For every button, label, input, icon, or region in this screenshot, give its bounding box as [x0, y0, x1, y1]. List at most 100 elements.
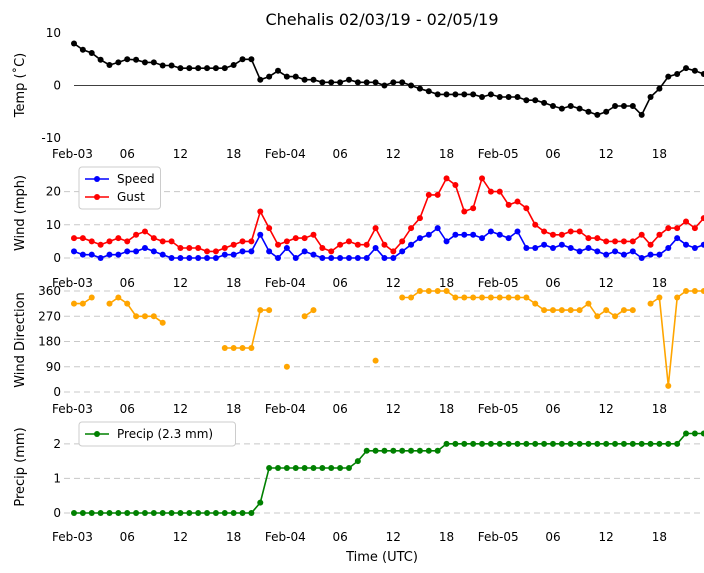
wind-legend-label: Gust	[117, 190, 145, 204]
wind-speed-point	[141, 245, 148, 252]
precip-x-tick-label: Feb-05	[478, 530, 519, 544]
wind-y-axis-label: Wind (mph)	[13, 175, 28, 251]
precip-legend	[78, 421, 236, 447]
temp-temp-point	[452, 91, 459, 98]
wind-speed-point	[594, 248, 601, 255]
temp-temp-point	[230, 62, 237, 69]
direction-direction-point	[124, 300, 131, 307]
direction-direction-point	[283, 363, 290, 370]
direction-direction-point	[603, 307, 610, 314]
wind-y-tick-label: 0	[53, 251, 61, 265]
direction-direction-point	[620, 307, 627, 314]
precip-precip-point	[168, 510, 175, 516]
direction-direction-point	[683, 288, 690, 294]
wind-x-tick-label: 06	[332, 276, 347, 290]
wind-speed-point	[390, 255, 397, 261]
wind-gust-point	[505, 201, 512, 208]
direction-direction-point	[541, 307, 548, 314]
wind-gust-point	[470, 205, 477, 212]
wind-gust-point	[408, 225, 415, 232]
precip-precip-point	[700, 430, 704, 437]
wind-speed-point	[620, 251, 627, 258]
precip-legend-marker	[94, 431, 100, 437]
wind-gust-point	[292, 235, 299, 242]
temp-temp-point	[620, 102, 627, 109]
precip-precip-point	[204, 510, 211, 516]
wind-speed-point	[310, 251, 317, 258]
temp-temp-point	[647, 94, 654, 101]
wind-gust-point	[594, 235, 601, 242]
temp-x-tick-label: 12	[599, 147, 614, 161]
temp-temp-point	[372, 79, 379, 86]
wind-gust-point	[576, 228, 583, 235]
wind-speed-point	[505, 235, 512, 242]
precip-precip-point	[470, 440, 477, 447]
wind-gust-point	[514, 198, 521, 205]
wind-x-tick-label: 06	[545, 276, 560, 290]
direction-direction-point	[567, 307, 574, 314]
wind-speed-point	[212, 255, 219, 261]
wind-gust-point	[665, 225, 672, 232]
temp-temp-point	[585, 108, 592, 115]
direction-direction-point	[656, 294, 663, 301]
direction-direction-point	[532, 300, 539, 307]
wind-gust-point	[567, 228, 574, 235]
precip-precip-point	[647, 440, 654, 447]
wind-speed-point	[230, 251, 237, 258]
wind-speed-point	[97, 255, 104, 261]
wind-speed-point	[416, 235, 423, 242]
wind-speed-point	[558, 241, 565, 248]
wind-speed-point	[647, 251, 654, 258]
wind-gust-point	[479, 175, 486, 182]
temp-temp-point	[239, 56, 246, 63]
wind-legend-label: Speed	[117, 172, 155, 186]
wind-x-tick-label: Feb-05	[478, 276, 519, 290]
wind-gust-point	[532, 221, 539, 228]
precip-precip-point	[390, 447, 397, 454]
precip-precip-point	[150, 510, 157, 516]
precip-precip-point	[266, 465, 273, 472]
wind-speed-point	[408, 241, 415, 248]
temp-temp-point	[141, 59, 148, 66]
temp-temp-point	[71, 40, 77, 47]
wind-speed-point	[461, 231, 468, 238]
direction-direction-point	[159, 319, 166, 326]
direction-direction-point	[479, 294, 486, 301]
precip-precip-point	[79, 510, 86, 516]
wind-speed-point	[585, 245, 592, 252]
temp-temp-point	[97, 56, 104, 63]
wind-x-tick-label: 18	[439, 276, 454, 290]
direction-x-tick-label: Feb-05	[478, 402, 519, 416]
temp-temp-point	[266, 73, 273, 80]
precip-precip-point	[133, 510, 140, 516]
precip-precip-point	[212, 510, 219, 516]
wind-gust-point	[106, 238, 113, 245]
direction-x-tick-label: 18	[439, 402, 454, 416]
wind-speed-point	[133, 248, 140, 255]
wind-gust-point	[159, 238, 166, 245]
direction-direction-point	[88, 294, 95, 301]
precip-precip-point	[479, 440, 486, 447]
wind-speed-point	[221, 251, 228, 258]
wind-speed-point	[159, 251, 166, 258]
direction-direction-point	[665, 382, 672, 389]
temp-temp-point	[328, 79, 335, 86]
temp-temp-point	[700, 70, 704, 77]
wind-speed-point	[257, 231, 264, 238]
wind-gust-point	[186, 245, 193, 252]
wind-gust-point	[674, 225, 681, 232]
precip-precip-point	[496, 440, 503, 447]
precip-precip-point	[115, 510, 122, 516]
precip-precip-point	[585, 440, 592, 447]
temp-temp-point	[390, 79, 397, 86]
temp-temp-point	[558, 105, 565, 112]
wind-panel	[64, 166, 704, 261]
wind-gust-point	[620, 238, 627, 245]
temp-temp-line	[73, 42, 704, 117]
wind-speed-point	[487, 228, 494, 235]
temp-temp-point	[292, 73, 299, 80]
temp-temp-point	[532, 97, 539, 104]
wind-speed-point	[363, 255, 370, 261]
wind-gust-point	[230, 241, 237, 248]
wind-gust-point	[372, 225, 379, 232]
